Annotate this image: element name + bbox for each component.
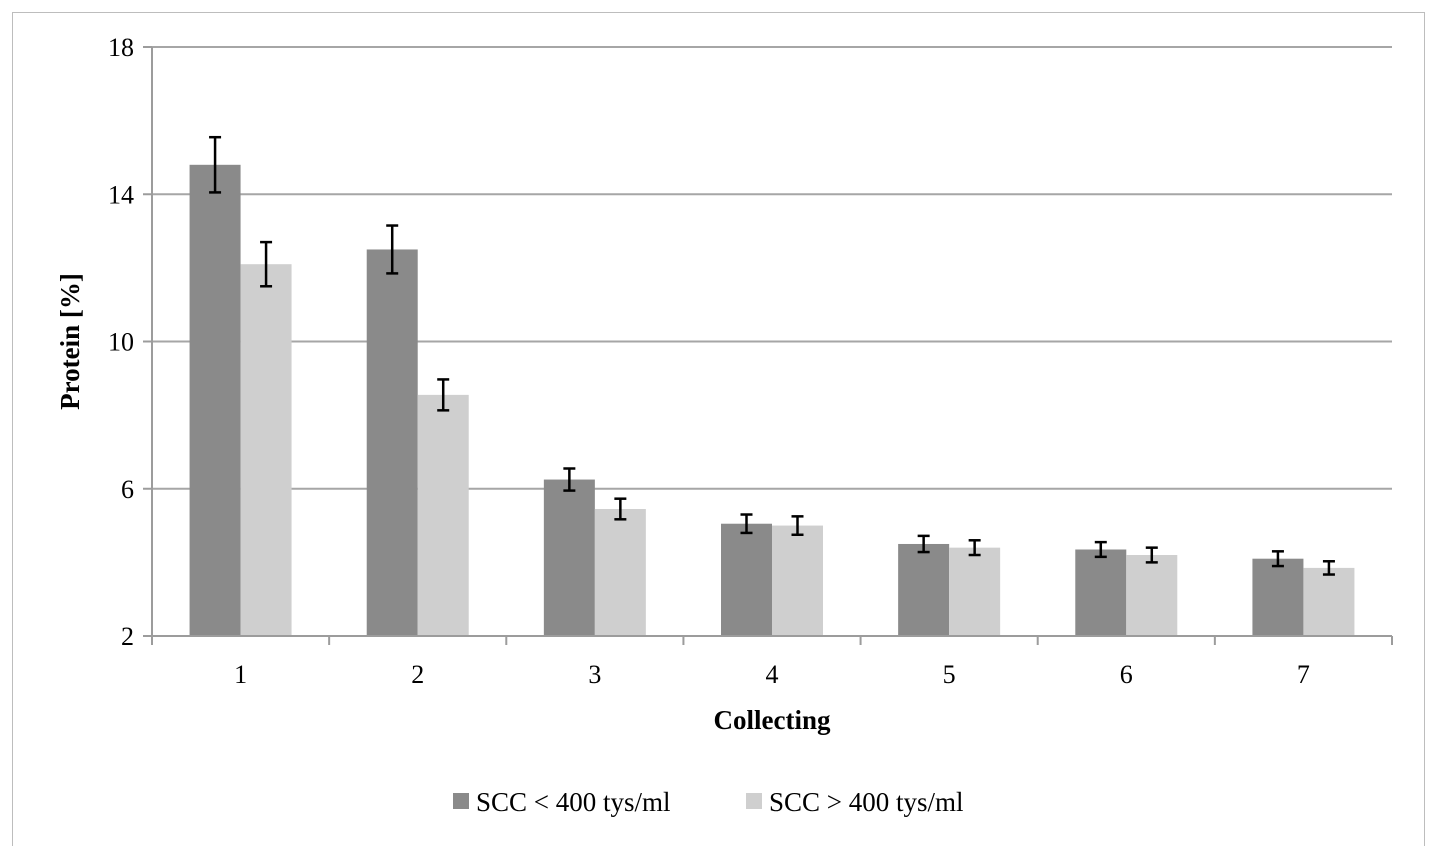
bars (189, 164, 1355, 637)
bar (772, 525, 823, 636)
bar (1252, 558, 1304, 636)
x-tick-label: 1 (234, 660, 247, 689)
x-tick-label: 2 (411, 660, 424, 689)
bar (240, 264, 292, 636)
chart-frame (12, 12, 1425, 846)
y-axis-title: Protein [%] (55, 273, 85, 410)
legend-label: SCC > 400 tys/ml (769, 787, 964, 817)
bar (543, 479, 595, 636)
legend-swatch (453, 793, 469, 809)
bar (1075, 549, 1127, 636)
bar (721, 523, 772, 636)
x-tick-label: 5 (943, 660, 956, 689)
y-tick-label: 14 (108, 180, 134, 209)
y-tick-label: 18 (108, 33, 134, 62)
legend: SCC < 400 tys/ml SCC > 400 tys/ml (453, 787, 964, 817)
bar (1126, 555, 1178, 636)
x-axis-title: Collecting (714, 705, 831, 735)
bar (1303, 567, 1355, 636)
bar (417, 394, 469, 636)
legend-label: SCC < 400 tys/ml (476, 787, 671, 817)
bar (594, 508, 646, 636)
x-tick-label: 3 (588, 660, 601, 689)
error-bars (209, 135, 1335, 576)
bar (949, 547, 1001, 636)
bar (366, 249, 418, 636)
x-tick-label: 7 (1297, 660, 1310, 689)
y-tick-label: 10 (108, 328, 134, 357)
gridlines (152, 46, 1392, 490)
legend-swatch (746, 793, 762, 809)
x-tick-label: 6 (1120, 660, 1133, 689)
y-axis-ticks: 2 6 10 14 18 (108, 33, 152, 651)
y-tick-label: 2 (121, 622, 134, 651)
x-axis-ticks: 1 2 3 4 5 6 7 (151, 636, 1393, 689)
bar (898, 543, 950, 636)
bar (189, 164, 241, 637)
y-tick-label: 6 (121, 475, 134, 504)
x-tick-label: 4 (766, 660, 779, 689)
